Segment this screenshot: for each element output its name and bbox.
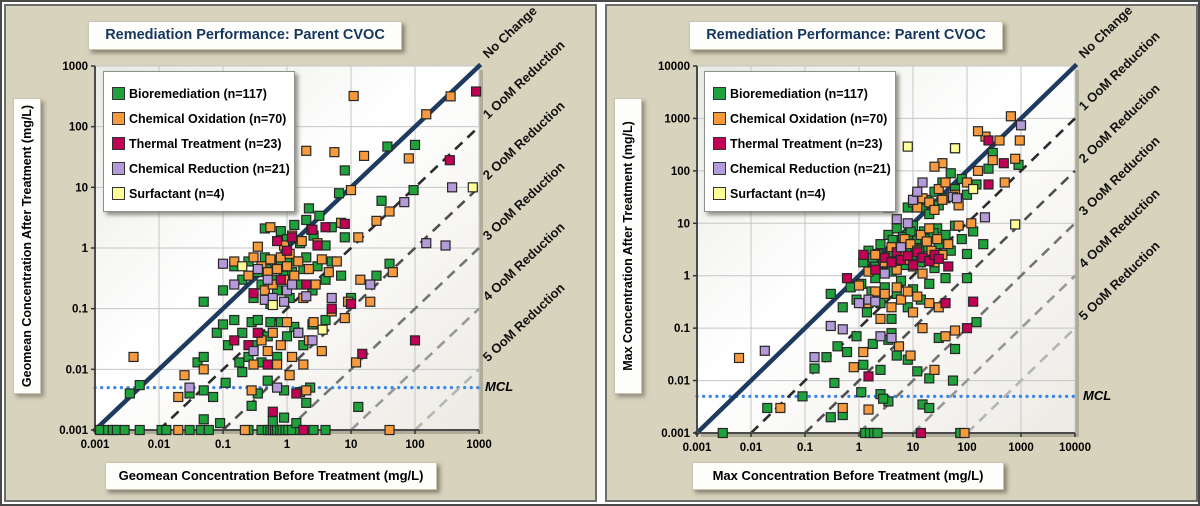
svg-text:1000: 1000 [466,439,492,451]
bioremediation-swatch-icon [112,87,125,100]
svg-text:10: 10 [75,182,88,194]
bioremediation-swatch-icon [713,87,726,100]
svg-text:10: 10 [907,442,920,454]
chart-title: Remediation Performance: Parent CVOC [689,21,1003,50]
legend-label: Chemical Reduction (n=21) [129,161,290,176]
x-axis-title: Max Concentration Before Treatment (mg/L… [692,462,1004,490]
legend-label: Chemical Oxidation (n=70) [730,111,888,126]
svg-text:1: 1 [856,442,863,454]
mcl-label: MCL [485,379,514,394]
svg-text:0.001: 0.001 [81,439,110,451]
y-axis-title: Max Concentration After Treatment (mg/L) [614,98,642,394]
svg-text:10: 10 [677,218,690,230]
legend-item-chemical-reduction: Chemical Reduction (n=21) [112,156,290,181]
chart-panel-geomean: No Change 1 OoM Reduction 2 OoM Reduction 3… [4,4,597,502]
svg-text:0.1: 0.1 [72,304,89,316]
legend: Bioremediation (n=117) Chemical Oxidatio… [704,71,896,212]
svg-text:100: 100 [69,122,88,134]
svg-text:0.1: 0.1 [797,442,814,454]
legend-item-bioremediation: Bioremediation (n=117) [713,81,887,106]
svg-text:1: 1 [82,243,89,255]
legend-item-surfactant: Surfactant (n=4) [112,181,286,206]
svg-text:100: 100 [957,442,976,454]
svg-text:1000: 1000 [1008,442,1034,454]
legend-label: Chemical Reduction (n=21) [730,161,891,176]
chemical-oxidation-swatch-icon [713,112,726,125]
svg-text:0.1: 0.1 [215,439,232,451]
legend-item-surfactant: Surfactant (n=4) [713,181,887,206]
svg-text:0.001: 0.001 [683,442,712,454]
svg-text:100: 100 [405,439,424,451]
svg-text:10000: 10000 [658,61,690,73]
legend-item-bioremediation: Bioremediation (n=117) [112,81,286,106]
legend-label: Bioremediation (n=117) [129,86,267,101]
chart-panel-max: No Change 1 OoM Reduction 2 OoM Reduction 3… [605,4,1198,502]
svg-text:1: 1 [284,439,291,451]
svg-text:0.001: 0.001 [661,428,690,440]
svg-text:1000: 1000 [62,61,88,73]
chemical-reduction-swatch-icon [112,162,125,175]
svg-text:1: 1 [684,271,691,283]
svg-text:0.01: 0.01 [66,364,89,376]
svg-text:1000: 1000 [664,113,690,125]
svg-text:10: 10 [345,439,358,451]
surfactant-swatch-icon [713,187,726,200]
svg-text:10000: 10000 [1059,442,1091,454]
legend-label: Thermal Treatment (n=23) [129,136,282,151]
svg-text:0.1: 0.1 [674,323,691,335]
x-axis-title: Geomean Concentration Before Treatment (… [105,462,437,490]
svg-text:100: 100 [671,166,690,178]
svg-text:0.01: 0.01 [740,442,763,454]
mcl-label: MCL [1083,388,1112,403]
svg-text:0.001: 0.001 [59,425,88,437]
svg-text:No Change: No Change [480,6,540,61]
legend-label: Surfactant (n=4) [129,186,225,201]
legend-label: Bioremediation (n=117) [730,86,868,101]
chemical-oxidation-swatch-icon [112,112,125,125]
chart-title: Remediation Performance: Parent CVOC [88,21,402,50]
legend-label: Surfactant (n=4) [730,186,826,201]
y-axis-title: Geomean Concentration After Treatment (m… [13,98,41,394]
svg-text:0.01: 0.01 [148,439,171,451]
legend: Bioremediation (n=117) Chemical Oxidatio… [103,71,295,212]
legend-item-chemical-oxidation: Chemical Oxidation (n=70) [112,106,286,131]
legend-item-thermal-treatment: Thermal Treatment (n=23) [713,131,887,156]
legend-item-chemical-reduction: Chemical Reduction (n=21) [713,156,891,181]
thermal-treatment-swatch-icon [112,137,125,150]
svg-text:0.01: 0.01 [668,376,691,388]
legend-item-chemical-oxidation: Chemical Oxidation (n=70) [713,106,887,131]
legend-label: Thermal Treatment (n=23) [730,136,883,151]
legend-label: Chemical Oxidation (n=70) [129,111,287,126]
thermal-treatment-swatch-icon [713,137,726,150]
surfactant-swatch-icon [112,187,125,200]
chemical-reduction-swatch-icon [713,162,726,175]
legend-item-thermal-treatment: Thermal Treatment (n=23) [112,131,286,156]
